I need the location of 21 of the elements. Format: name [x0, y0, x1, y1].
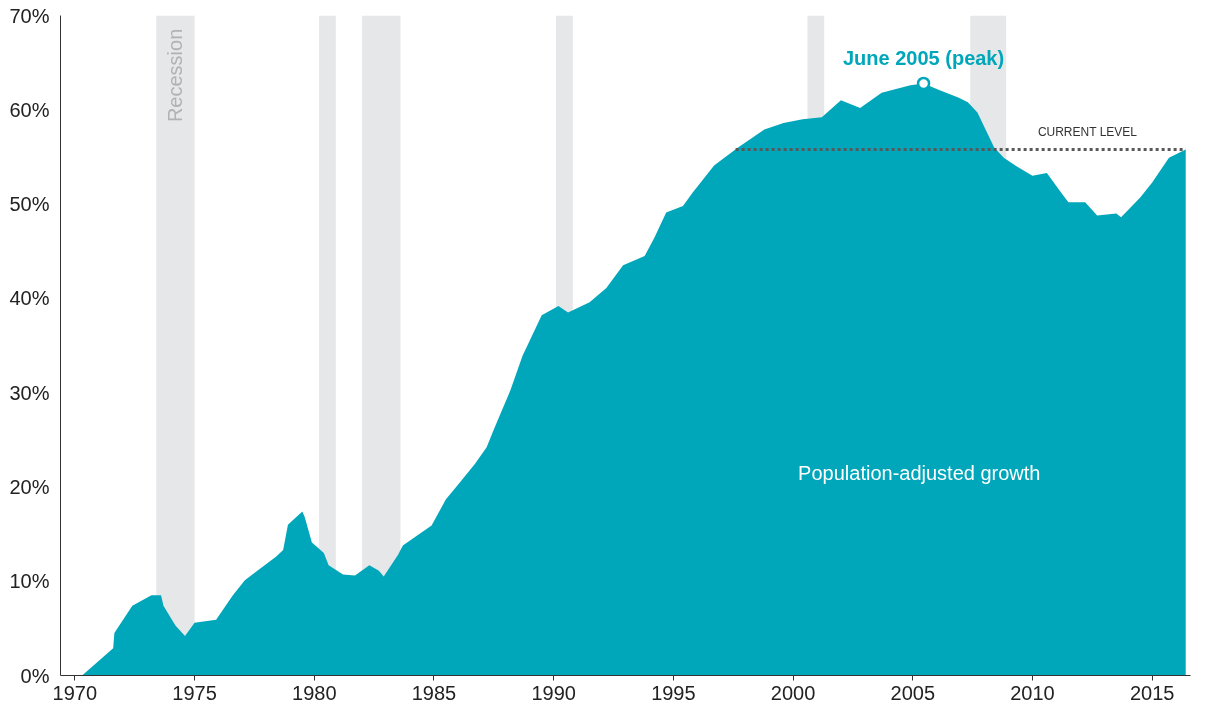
- y-tick-label: 0%: [20, 664, 50, 687]
- y-tick-label: 20%: [9, 475, 50, 498]
- x-tick-label: 1990: [531, 681, 576, 704]
- y-tick-label: 60%: [9, 98, 50, 121]
- x-tick-label: 1985: [411, 681, 457, 704]
- y-tick-label: 40%: [9, 287, 50, 310]
- y-tick-label: 30%: [9, 381, 50, 404]
- annotation: CURRENT LEVEL: [1037, 125, 1138, 140]
- y-tick-label: 10%: [9, 570, 50, 593]
- x-tick-label: 2010: [1010, 681, 1055, 704]
- x-tick-label: 1980: [292, 681, 337, 704]
- y-tick-label: 70%: [9, 4, 50, 27]
- x-tick-label: 1995: [651, 681, 696, 704]
- x-tick-label: 2005: [890, 681, 936, 704]
- x-tick-label: 1975: [172, 681, 217, 704]
- x-tick-label: 1970: [52, 681, 98, 704]
- y-tick-label: 50%: [9, 193, 50, 216]
- annotation: June 2005 (peak): [842, 47, 1005, 70]
- x-tick-label: 2000: [770, 681, 816, 704]
- series-label: Population-adjusted growth: [798, 462, 1041, 485]
- x-tick-label: 2015: [1129, 681, 1175, 704]
